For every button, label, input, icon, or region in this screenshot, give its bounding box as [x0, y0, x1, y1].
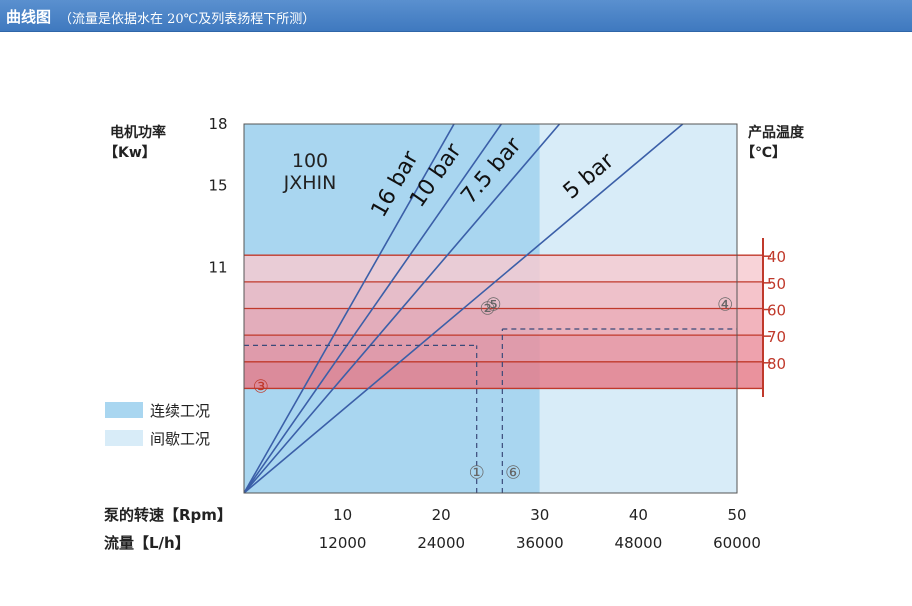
- legend-label-1: 连续工况: [150, 402, 210, 420]
- legend-label-2: 间歇工况: [150, 430, 210, 448]
- header-subtitle: （流量是依据水在 20℃及列表扬程下所测）: [59, 12, 316, 27]
- y-right-ticks: 40 50 60 70 80: [763, 248, 786, 373]
- annotation-1: ①: [469, 463, 485, 484]
- annotation-4: ④: [717, 295, 733, 316]
- guide-lines: [244, 328, 737, 493]
- series-line-2: [244, 124, 503, 493]
- y-right-tick-50: 50: [767, 275, 786, 293]
- x-rpm-tick-40: 40: [629, 506, 648, 524]
- pressure-lines: [244, 124, 684, 493]
- temperature-band-80: [244, 361, 763, 389]
- y-left-label-line2: 【Kw】: [104, 145, 156, 161]
- annotation-6: ⑥: [505, 463, 521, 484]
- x-rpm-tick-30: 30: [530, 506, 549, 524]
- temperature-band-40: [244, 255, 763, 282]
- x-rpm-tick-10: 10: [333, 506, 352, 524]
- x-flow-tick-24000: 24000: [417, 534, 465, 552]
- y-right-label-line2: 【℃】: [741, 145, 786, 161]
- annotations: ① ② ③ ④ ⑤ ⑥: [253, 295, 734, 484]
- product-line2: JXHIN: [283, 172, 337, 194]
- header-title: 曲线图: [6, 8, 52, 26]
- x-rpm-tick-50: 50: [727, 506, 746, 524]
- y-right-tick-60: 60: [767, 302, 786, 320]
- series-line-3: [244, 124, 561, 493]
- y-left-tick-15: 15: [208, 177, 227, 195]
- x-flow-tick-36000: 36000: [516, 534, 564, 552]
- y-right-label-line1: 产品温度: [748, 124, 805, 141]
- temperature-band-60: [244, 308, 763, 336]
- annotation-2: ②: [479, 299, 495, 320]
- x-flow-label: 流量【L/h】: [104, 534, 190, 552]
- y-right-tick-70: 70: [767, 328, 786, 346]
- y-left-label-line1: 电机功率: [110, 124, 166, 141]
- legend-swatch-2: [105, 430, 143, 446]
- temperature-band-50: [244, 281, 763, 309]
- x-rpm-label: 泵的转速【Rpm】: [104, 506, 232, 524]
- x-rpm-ticks: 10 20 30 40 50: [333, 506, 746, 524]
- annotation-5: ⑤: [485, 295, 501, 316]
- y-right-tick-80: 80: [767, 355, 786, 373]
- y-right-tick-40: 40: [767, 248, 786, 266]
- x-flow-tick-60000: 60000: [713, 534, 761, 552]
- y-left-tick-11: 11: [208, 259, 227, 277]
- y-left-ticks: 18 15 11: [208, 115, 227, 277]
- x-flow-ticks: 12000 24000 36000 48000 60000: [319, 534, 761, 552]
- temperature-bands: [244, 254, 763, 390]
- annotation-3: ③: [253, 377, 269, 398]
- series-line-1: [244, 124, 455, 493]
- product-line1: 100: [292, 150, 328, 172]
- x-flow-tick-12000: 12000: [319, 534, 367, 552]
- legend-swatch-1: [105, 402, 143, 418]
- y-left-tick-18: 18: [208, 115, 227, 133]
- plot-border: [243, 123, 738, 494]
- series-line-4: [244, 124, 684, 493]
- x-flow-tick-48000: 48000: [615, 534, 663, 552]
- header-bar: 曲线图 （流量是依据水在 20℃及列表扬程下所测）: [0, 0, 912, 32]
- x-rpm-tick-20: 20: [432, 506, 451, 524]
